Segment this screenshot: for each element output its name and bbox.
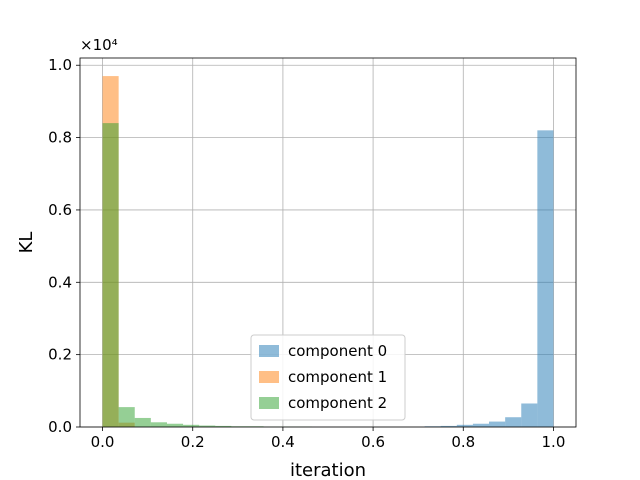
- y-tick-label: 0.6: [48, 201, 72, 219]
- legend-label: component 2: [288, 394, 387, 412]
- x-tick-label: 1.0: [542, 433, 566, 451]
- histogram-bar-component-2: [199, 425, 216, 427]
- x-tick-label: 0.6: [361, 433, 385, 451]
- x-tick-label: 0.4: [271, 433, 295, 451]
- histogram-bar-component-0: [456, 424, 473, 427]
- histogram-bar-component-0: [440, 425, 457, 427]
- histogram-bar-component-0: [521, 403, 538, 427]
- histogram-bar-component-2: [134, 417, 151, 427]
- histogram-bar-component-2: [183, 424, 200, 427]
- histogram-bar-component-2: [166, 423, 184, 427]
- y-tick-label: 0.8: [48, 129, 72, 147]
- x-tick-label: 0.0: [91, 433, 115, 451]
- legend: component 0 component 1 component 2: [250, 334, 406, 421]
- histogram-bar-component-0: [505, 417, 522, 427]
- histogram-bars: [102, 76, 554, 428]
- histogram-bar-component-2: [102, 123, 119, 427]
- histogram-bar-component-2: [215, 425, 232, 427]
- y-tick-label: 0.0: [48, 418, 72, 436]
- y-tick-label: 1.0: [48, 56, 72, 74]
- y-axis-label: KL: [16, 232, 37, 254]
- legend-label: component 0: [288, 342, 387, 360]
- histogram-bar-component-2: [118, 407, 135, 427]
- x-axis-label: iteration: [290, 460, 366, 480]
- histogram-bar-component-2: [150, 422, 167, 427]
- histogram-bar-component-0: [472, 423, 490, 427]
- legend-box: [250, 334, 406, 421]
- plot-frame: [79, 57, 577, 428]
- y-axis-multiplier: ×10⁴: [80, 36, 118, 54]
- histogram-bar-component-0: [489, 421, 506, 427]
- legend-swatch: [259, 345, 279, 357]
- legend-swatch: [259, 371, 279, 383]
- legend-label: component 1: [288, 368, 387, 386]
- histogram-bar-component-0: [537, 130, 554, 427]
- legend-swatch: [259, 397, 279, 409]
- x-tick-label: 0.2: [181, 433, 205, 451]
- axis-ticks: 0.0 0.2 0.4 0.6 0.8 1.0 0.0 0.2 0.4 0.6 0.8 1.0: [48, 56, 565, 451]
- y-tick-label: 0.2: [48, 346, 72, 364]
- y-tick-label: 0.4: [48, 273, 72, 291]
- x-tick-label: 0.8: [451, 433, 475, 451]
